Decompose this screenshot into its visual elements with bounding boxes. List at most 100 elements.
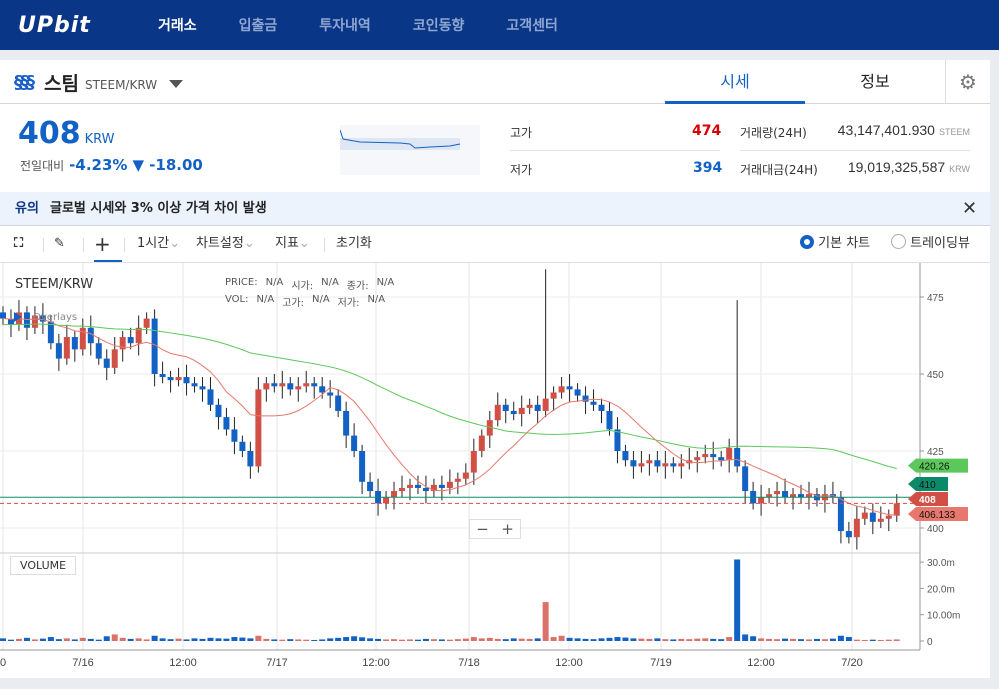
volume-bar bbox=[726, 637, 733, 641]
volume-bar bbox=[598, 638, 605, 641]
close-icon[interactable]: ✕ bbox=[962, 198, 978, 219]
price-unit: KRW bbox=[84, 132, 115, 147]
chevron-down-icon: ⌄ bbox=[298, 236, 310, 251]
volume-bar bbox=[383, 639, 390, 641]
volume-bar bbox=[813, 638, 820, 641]
volume-bar bbox=[558, 635, 565, 641]
volume-bar bbox=[590, 639, 597, 641]
coin-selector[interactable]: §§§ 스팀 STEEM/KRW bbox=[14, 60, 184, 104]
volume-bar bbox=[23, 637, 30, 641]
candle-body bbox=[845, 531, 852, 538]
volume-bar bbox=[143, 639, 150, 641]
volume-bar bbox=[191, 638, 198, 641]
candle-body bbox=[279, 383, 286, 387]
volume-bar bbox=[199, 638, 206, 641]
candle-body bbox=[702, 454, 709, 458]
change-value: ▼ -18.00 bbox=[132, 156, 203, 174]
chart-settings-dropdown[interactable]: 차트설정⌄ bbox=[196, 227, 255, 261]
overlays-arrow-icon bbox=[14, 312, 22, 322]
candle-body bbox=[805, 494, 812, 498]
candle-body bbox=[606, 410, 613, 430]
coin-dropdown-icon[interactable] bbox=[169, 80, 184, 88]
candle-body bbox=[39, 315, 46, 322]
price-label-tag bbox=[908, 477, 948, 491]
indicators-dropdown[interactable]: 지표⌄ bbox=[275, 227, 310, 261]
candle-body bbox=[494, 404, 501, 421]
candle-body bbox=[183, 377, 190, 384]
volume-bar bbox=[183, 639, 190, 641]
candle-body bbox=[406, 484, 413, 488]
interval-dropdown[interactable]: 1시간⌄ bbox=[137, 227, 180, 261]
reset-button[interactable]: 초기화 bbox=[336, 236, 372, 251]
candle-body bbox=[63, 337, 70, 359]
x-tick-label: 12:00 bbox=[362, 657, 390, 669]
candle-body bbox=[223, 417, 230, 430]
candle-body bbox=[718, 457, 725, 461]
pencil-icon[interactable]: ✎ bbox=[54, 236, 65, 251]
candle-body bbox=[175, 377, 182, 381]
volume-bar bbox=[167, 639, 174, 641]
volume-bar bbox=[638, 638, 645, 641]
candle-body bbox=[446, 481, 453, 488]
volume-bar bbox=[534, 638, 541, 641]
volume-bar bbox=[710, 638, 717, 641]
candle-body bbox=[782, 491, 789, 498]
change-row: 전일대비 -4.23% ▼ -18.00 bbox=[20, 156, 203, 174]
volume-tick-label: 30.0m bbox=[927, 558, 955, 569]
nav-exchange[interactable]: 거래소 bbox=[158, 18, 197, 34]
candle-body bbox=[247, 451, 254, 467]
price-chart[interactable]: 400 425 450 475 0 10.00m 20.0m 30.0m 0 7/16 12:00 7… bbox=[0, 263, 990, 678]
candle-body bbox=[638, 463, 645, 467]
price-label-text: 410 bbox=[919, 480, 936, 491]
coin-pair: STEEM/KRW bbox=[84, 77, 158, 92]
nav-deposit[interactable]: 입출금 bbox=[238, 18, 278, 34]
chevron-down-icon: ⌄ bbox=[169, 236, 181, 251]
nav-support[interactable]: 고객센터 bbox=[506, 18, 558, 34]
candle-body bbox=[550, 392, 557, 399]
nav-investments[interactable]: 투자내역 bbox=[319, 18, 371, 34]
price-label-text: 406.133 bbox=[919, 510, 956, 521]
divider bbox=[324, 238, 325, 252]
radio-tradingview[interactable]: 트레이딩뷰 bbox=[891, 227, 970, 261]
volume-bar bbox=[662, 639, 669, 641]
volume-bar bbox=[335, 637, 342, 641]
current-price: 408 bbox=[18, 116, 81, 151]
radio-checked-icon bbox=[800, 235, 814, 249]
upbit-logo[interactable]: UPbit bbox=[18, 12, 91, 38]
fullscreen-icon[interactable]: ⛶ bbox=[14, 236, 24, 251]
candle-body bbox=[774, 491, 781, 495]
candle-body bbox=[343, 410, 350, 436]
candle-body bbox=[630, 460, 637, 467]
candle-body bbox=[119, 337, 126, 350]
volume-bar bbox=[861, 639, 868, 641]
candle-body bbox=[574, 389, 581, 396]
radio-basic-chart[interactable]: 기본 차트 bbox=[800, 227, 870, 261]
chart-toolbar: ⛶ ✎ + 1시간⌄ 차트설정⌄ 지표⌄ 초기화 기본 차트 트레이딩뷰 bbox=[0, 227, 990, 263]
volume-bar bbox=[790, 638, 797, 641]
nav-coin-trends[interactable]: 코인동향 bbox=[412, 18, 465, 34]
x-tick-label: 12:00 bbox=[169, 657, 197, 669]
crosshair-icon[interactable]: + bbox=[94, 227, 122, 262]
zoom-in-button[interactable]: + bbox=[501, 520, 514, 538]
low-value: 394 bbox=[693, 160, 723, 176]
candle-body bbox=[438, 484, 445, 488]
price-label-tag bbox=[908, 507, 968, 521]
divider bbox=[510, 150, 720, 151]
volume-bar bbox=[63, 638, 70, 641]
gear-icon[interactable]: ⚙ bbox=[945, 60, 990, 104]
settings-label: 차트설정 bbox=[196, 236, 244, 251]
x-tick-label: 7/17 bbox=[266, 657, 287, 669]
tab-price[interactable]: 시세 bbox=[665, 60, 805, 104]
volume-value: 43,147,401.930 bbox=[837, 122, 935, 138]
volume-bar bbox=[31, 639, 38, 641]
zoom-out-button[interactable]: − bbox=[476, 520, 489, 538]
volume-tick-label: 0 bbox=[927, 637, 933, 648]
candle-body bbox=[367, 481, 374, 492]
steem-icon: §§§ bbox=[14, 71, 35, 93]
scrollbar[interactable] bbox=[990, 60, 999, 689]
tab-info[interactable]: 정보 bbox=[860, 72, 890, 91]
volume-bar bbox=[263, 638, 270, 641]
candle-body bbox=[7, 318, 14, 325]
volume-bar bbox=[454, 639, 461, 641]
volume-bar bbox=[103, 636, 110, 641]
